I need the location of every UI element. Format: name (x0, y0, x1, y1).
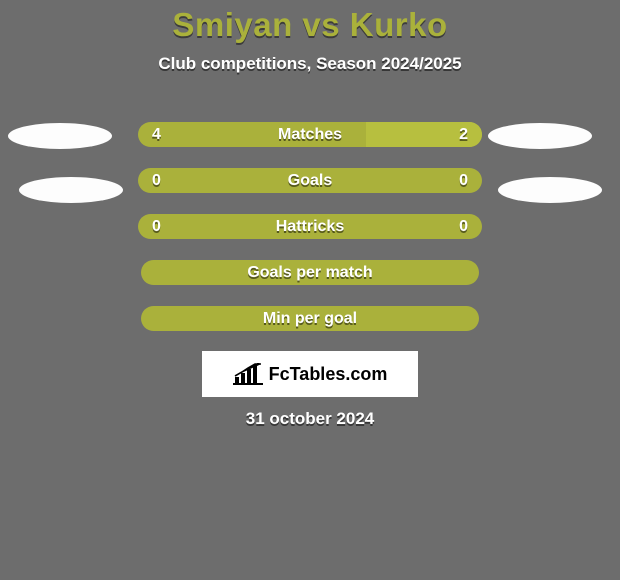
player-shadow-ellipse (8, 123, 112, 149)
stat-label: Min per goal (263, 310, 357, 328)
fctables-logo: FcTables.com (202, 351, 418, 397)
stat-label: Matches (278, 126, 342, 144)
logo-text: FcTables.com (269, 364, 388, 385)
stat-row-min-per-goal: Min per goal (141, 306, 479, 331)
stat-label: Goals per match (247, 264, 372, 282)
page-title: Smiyan vs Kurko (0, 0, 620, 44)
bar-chart-icon (233, 363, 263, 385)
stat-row-goals: 0 Goals 0 (138, 168, 482, 193)
stat-row-matches: 4 Matches 2 (138, 122, 482, 147)
player-shadow-ellipse (19, 177, 123, 203)
stat-left-value: 4 (152, 122, 161, 147)
stat-right-value: 0 (459, 214, 468, 239)
player-shadow-ellipse (488, 123, 592, 149)
stat-row-hattricks: 0 Hattricks 0 (138, 214, 482, 239)
player-shadow-ellipse (498, 177, 602, 203)
date-label: 31 october 2024 (0, 409, 620, 429)
stat-left-value: 0 (152, 168, 161, 193)
stat-left-value: 0 (152, 214, 161, 239)
stat-rows: 4 Matches 2 0 Goals 0 0 Hattricks 0 Goal… (0, 122, 620, 352)
stat-right-value: 2 (459, 122, 468, 147)
comparison-infographic: Smiyan vs Kurko Club competitions, Seaso… (0, 0, 620, 580)
stat-label: Hattricks (276, 218, 344, 236)
subtitle: Club competitions, Season 2024/2025 (0, 54, 620, 74)
stat-row-goals-per-match: Goals per match (141, 260, 479, 285)
stat-right-value: 0 (459, 168, 468, 193)
stat-label: Goals (288, 172, 332, 190)
